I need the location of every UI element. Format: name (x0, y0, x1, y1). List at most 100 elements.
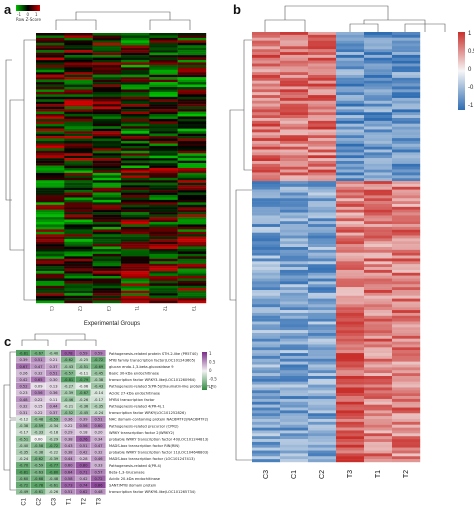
panel-a-heatmap-cell (64, 84, 93, 88)
panel-b-heatmap-cell (392, 52, 421, 56)
panel-c-cell-value: -0.67 (79, 391, 88, 395)
panel-b-heatmap-cell (336, 120, 365, 124)
panel-b-heatmap-cell (280, 269, 309, 273)
panel-b-heatmap-cell (252, 175, 281, 179)
panel-c-cell-value: -0.43 (94, 385, 103, 389)
panel-c-cell-value: -0.59 (34, 424, 44, 428)
panel-a-heatmap-cell (121, 116, 150, 120)
panel-b-heatmap-cell (252, 298, 281, 302)
panel-b-heatmap-cell (392, 229, 421, 233)
panel-b-heatmap-cell (280, 80, 309, 84)
panel-b-heatmap-cell (252, 232, 281, 236)
panel-a-heatmap-cell (92, 185, 122, 188)
panel-b-heatmap-cell (280, 261, 309, 265)
panel-c-heatmap-cell (61, 475, 76, 482)
panel-b-heatmap-cell (252, 209, 281, 213)
panel-a-heatmap-cell (177, 231, 207, 235)
panel-a-heatmap-cell (177, 163, 207, 166)
panel-b-heatmap-cell (392, 135, 421, 139)
panel-a-heatmap (36, 33, 207, 304)
panel-b-heatmap-cell (308, 181, 337, 185)
panel-b-heatmap-cell (392, 183, 421, 187)
panel-b-heatmap-cell (392, 292, 421, 296)
panel-b-heatmap-cell (308, 404, 337, 408)
panel-c-cell-value: -0.24 (19, 457, 29, 461)
panel-a-heatmap-cell (121, 153, 150, 156)
panel-b-heatmap-cell (392, 86, 421, 90)
panel-a-heatmap-cell (36, 214, 65, 218)
panel-a-heatmap-cell (121, 293, 150, 296)
panel-a-heatmap-cell (36, 190, 65, 193)
panel-a-heatmap-cell (177, 249, 207, 252)
panel-b-heatmap-cell (308, 353, 337, 357)
panel-a-heatmap-cell (149, 185, 178, 188)
panel-a-heatmap-cell (121, 246, 150, 250)
panel-b-heatmap-cell (308, 32, 337, 36)
panel-a-heatmap-cell (36, 170, 65, 174)
panel-b-heatmap-cell (364, 439, 393, 443)
panel-a-heatmap-cell (177, 290, 207, 294)
panel-b-heatmap-cell (336, 161, 365, 165)
panel-a-heatmap-cell (177, 109, 207, 112)
panel-a-heatmap-cell (36, 126, 65, 129)
panel-b-heatmap-cell (364, 247, 393, 251)
panel-b-heatmap-cell (392, 373, 421, 377)
panel-b-legend-tick: 0.5 (468, 49, 474, 55)
panel-b-legend-tick: 0 (468, 67, 472, 73)
panel-b-heatmap-cell (364, 361, 393, 365)
panel-b-heatmap-cell (336, 416, 365, 420)
panel-a-heatmap-cell (36, 276, 65, 279)
panel-b-heatmap-cell (252, 453, 281, 457)
panel-b-heatmap-cell (280, 439, 309, 443)
panel-b-heatmap-cell (308, 195, 337, 199)
panel-c-row-label: Pathogenesis-related 5(PR-5)(thaumatin-l… (109, 385, 217, 389)
panel-a-heatmap-cell (121, 128, 150, 132)
panel-b-heatmap-cell (336, 49, 365, 53)
panel-b-heatmap-cell (308, 183, 337, 187)
panel-b-heatmap-cell (308, 49, 337, 53)
panel-c-heatmap-cell (16, 350, 31, 357)
panel-a-heatmap-cell (177, 168, 207, 171)
panel-b-heatmap-cell (308, 321, 337, 325)
panel-a-heatmap-cell (177, 77, 207, 80)
panel-c-heatmap-cell (16, 363, 31, 370)
panel-a-heatmap-cell (121, 133, 150, 137)
panel-c-cell-value: -0.21 (64, 404, 73, 408)
panel-b-heatmap-cell (336, 264, 365, 268)
panel-b-heatmap-cell (280, 181, 309, 185)
panel-a-heatmap-cell (92, 172, 122, 176)
panel-c-cell-value: -0.26 (49, 490, 59, 494)
panel-a-heatmap-cell (36, 244, 65, 247)
panel-b-heatmap-cell (280, 267, 309, 271)
panel-b-heatmap-cell (392, 140, 421, 144)
panel-a-heatmap-cell (64, 180, 93, 183)
panel-b-heatmap-cell (364, 229, 393, 233)
panel-a-heatmap-cell (177, 133, 207, 137)
panel-b-heatmap-cell (308, 304, 337, 308)
panel-b-heatmap-cell (308, 218, 337, 222)
panel-b-heatmap-cell (364, 206, 393, 210)
panel-b-heatmap-cell (392, 330, 421, 334)
panel-b-heatmap-cell (364, 32, 393, 36)
panel-b-heatmap-cell (252, 54, 281, 58)
panel-c-cell-value: 0.56 (34, 391, 43, 395)
panel-c-cell-value: 0.38 (64, 450, 73, 454)
panel-a-heatmap-cell (121, 197, 150, 201)
panel-a-heatmap-cell (64, 182, 93, 186)
panel-b-heatmap-cell (280, 330, 309, 334)
panel-b-heatmap-cell (280, 83, 309, 87)
panel-a-heatmap-cell (149, 236, 178, 240)
panel-b-heatmap-cell (252, 92, 281, 96)
panel-c-cell-value: 0.32 (34, 371, 42, 375)
panel-b-heatmap-cell (252, 172, 281, 176)
panel-b-heatmap-cell (280, 221, 309, 225)
panel-b-heatmap-cell (336, 453, 365, 457)
panel-b-heatmap-cell (252, 204, 281, 208)
panel-a-heatmap-cell (121, 229, 150, 233)
panel-a-heatmap-cell (92, 74, 122, 78)
panel-c-heatmap-cell (46, 448, 61, 456)
panel-a-heatmap-cell (149, 89, 178, 93)
panel-a-heatmap-cell (92, 283, 122, 287)
panel-b-heatmap-cell (392, 384, 421, 388)
panel-a-heatmap-cell (36, 47, 65, 51)
